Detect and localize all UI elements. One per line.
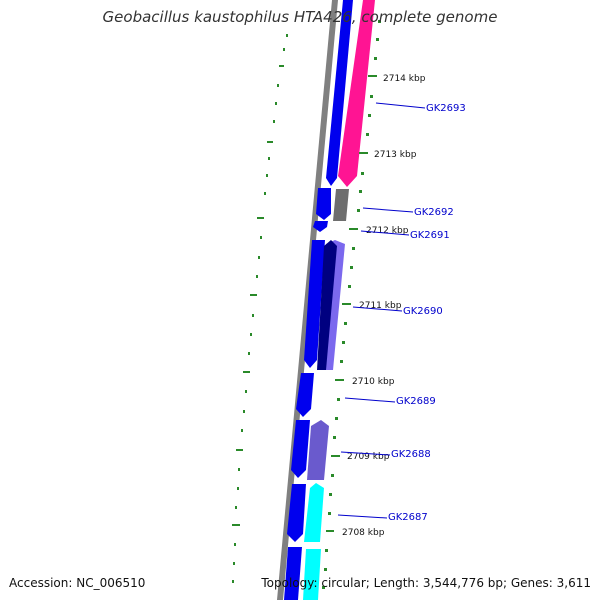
kbp-labels: 2714 kbp 2713 kbp 2712 kbp 2711 kbp 2710… — [342, 74, 426, 538]
reverse-strand-genes — [303, 0, 375, 600]
gene-arrow — [326, 0, 353, 186]
gene-arrow — [291, 420, 310, 478]
accession-label: Accession: NC_006510 — [9, 576, 146, 590]
forward-strand-genes — [284, 0, 353, 600]
kbp-label: 2709 kbp — [347, 452, 390, 462]
gene-labels: GK2693 GK2692 GK2691 GK2690 GK2689 GK268… — [388, 103, 466, 523]
gene-arrow — [304, 483, 324, 542]
gene-label[interactable]: GK2687 — [388, 512, 428, 523]
gene-arrow — [287, 484, 306, 542]
gene-label[interactable]: GK2692 — [414, 207, 454, 218]
kbp-label: 2713 kbp — [374, 150, 417, 160]
kbp-label: 2710 kbp — [352, 377, 395, 387]
gene-arrow — [338, 0, 375, 187]
topology-label: Topology: circular; Length: 3,544,776 bp… — [261, 576, 591, 590]
backbone-line — [277, 0, 338, 600]
genome-title: Geobacillus kaustophilus HTA426, complet… — [102, 8, 498, 26]
gene-label[interactable]: GK2691 — [410, 230, 450, 241]
gene-label[interactable]: GK2693 — [426, 103, 466, 114]
inner-tick-track — [322, 20, 381, 589]
gene-label[interactable]: GK2689 — [396, 396, 436, 407]
gene-leader-lines — [337, 102, 426, 519]
kbp-label: 2714 kbp — [383, 74, 426, 84]
outer-dotted-track — [232, 34, 288, 583]
gene-block — [303, 549, 321, 600]
gene-label[interactable]: GK2688 — [391, 449, 431, 460]
gene-arrow — [284, 547, 302, 600]
gene-arrow — [307, 420, 329, 480]
gene-arrow — [316, 188, 331, 220]
gene-arrow — [317, 240, 337, 370]
gene-arrow — [304, 240, 325, 368]
kbp-label: 2711 kbp — [359, 301, 402, 311]
gene-block — [333, 189, 349, 221]
gene-arrow — [313, 221, 328, 232]
kbp-label: 2712 kbp — [366, 226, 409, 236]
gene-label[interactable]: GK2690 — [403, 306, 443, 317]
gene-arrow — [296, 373, 314, 417]
kbp-label: 2708 kbp — [342, 528, 385, 538]
